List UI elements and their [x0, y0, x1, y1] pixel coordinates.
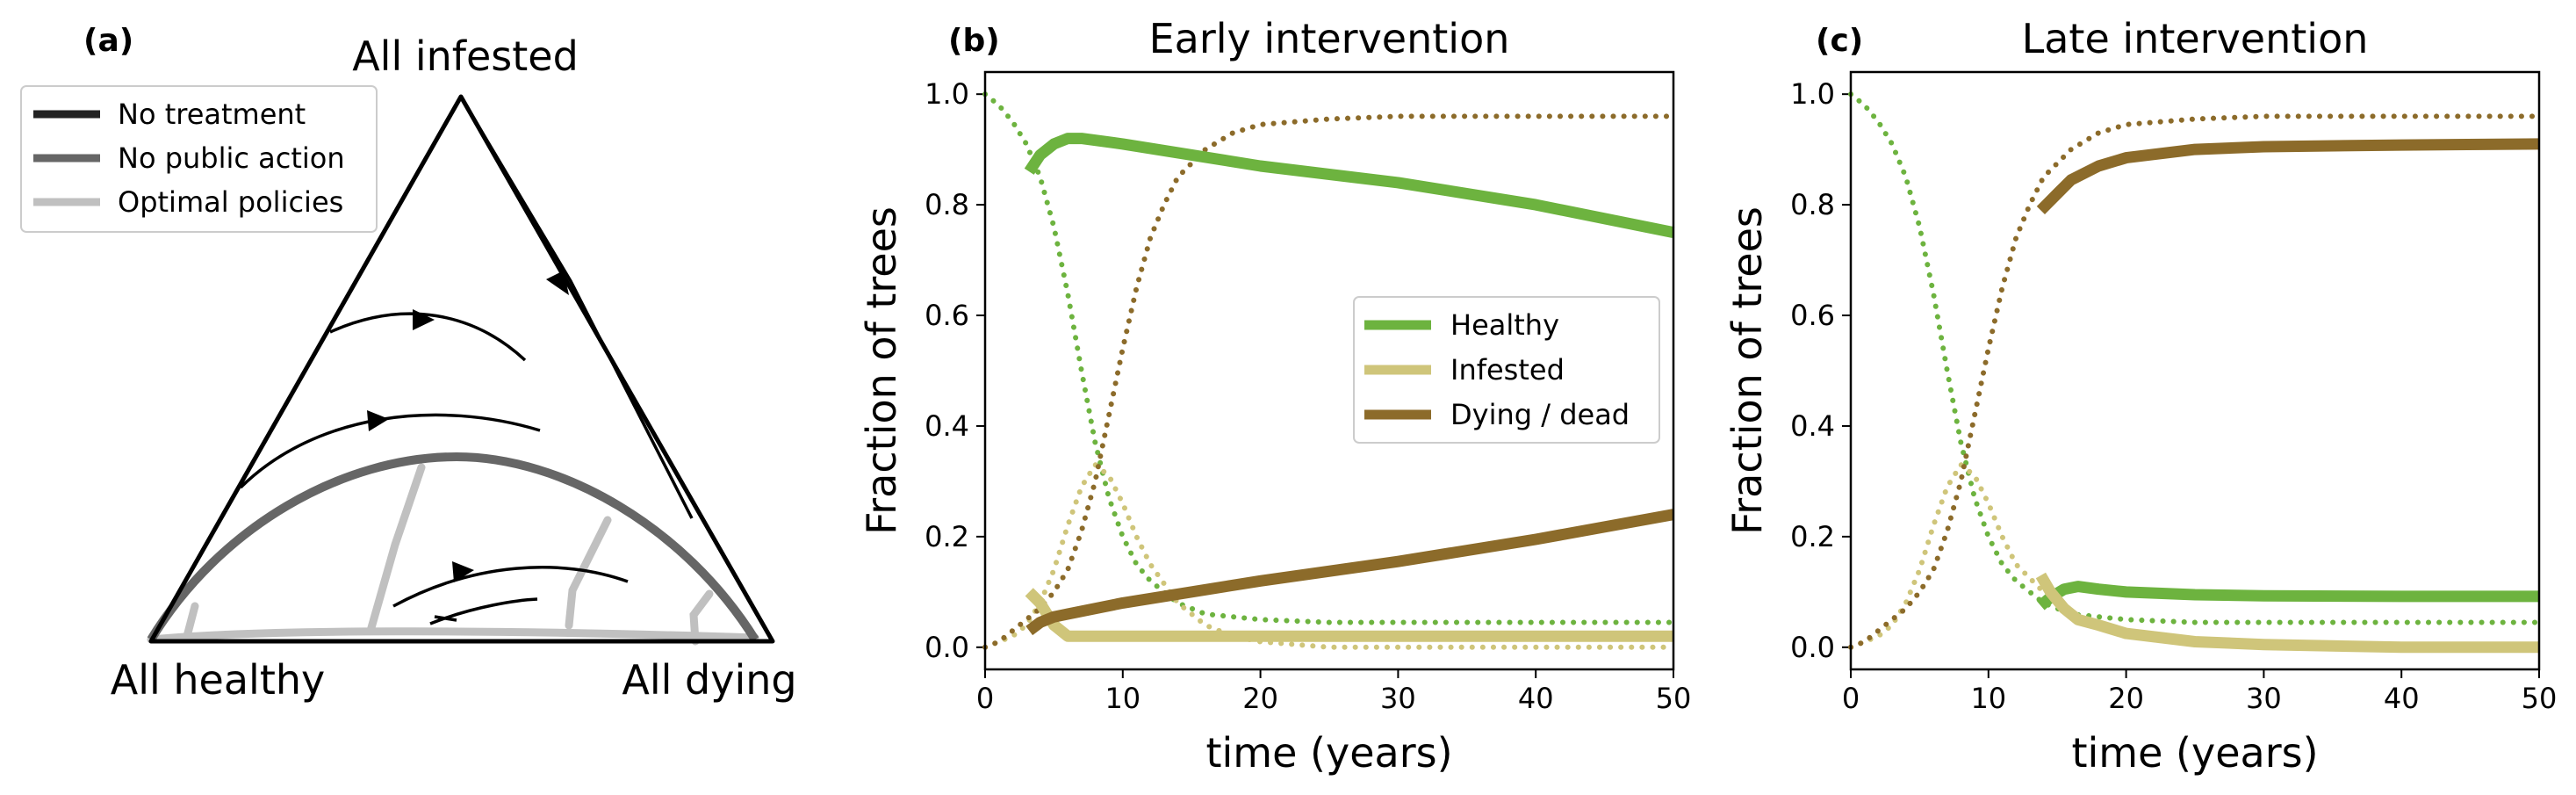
panel-c-xtick-label: 50	[2522, 682, 2558, 715]
panel-b: (b) Early intervention time (years) Frac…	[858, 15, 1691, 777]
panel-b-legend: Healthy Infested Dying / dead	[1353, 296, 1660, 444]
legend-label-optimal: Optimal policies	[118, 185, 343, 219]
panel-b-series-healthy	[1024, 133, 1675, 238]
corner-all-infested: All infested	[352, 33, 579, 80]
panel-c-xtick-label: 40	[2384, 682, 2420, 715]
panel-c: (c) Late intervention time (years) Fract…	[1723, 15, 2557, 777]
legend-label-infested: Infested	[1450, 353, 1565, 387]
panel-a-legend: No treatment No public action Optimal po…	[20, 85, 378, 233]
panel-c-ytick-label: 0.6	[1790, 299, 1835, 332]
corner-all-healthy: All healthy	[111, 656, 326, 704]
panel-b-ticks: 0 10 20 30 40 50 0.0 0.2 0.4 0.6 0.8 1.0	[925, 77, 1691, 715]
optimal-policy-paths	[147, 463, 759, 646]
no-public-action-curve	[147, 452, 759, 642]
panel-b-xlabel: time (years)	[1205, 729, 1452, 777]
panel-c-xtick-label: 30	[2246, 682, 2282, 715]
panel-b-xtick-label: 20	[1242, 682, 1278, 715]
panel-c-series-dying-dead	[2036, 138, 2540, 214]
panel-b-xtick-label: 0	[976, 682, 994, 715]
panel-c-xtick-label: 20	[2108, 682, 2144, 715]
arrow-3	[452, 561, 474, 582]
panel-c-ytick-label: 1.0	[1790, 77, 1835, 111]
panel-c-ytick-label: 0.0	[1790, 631, 1835, 664]
panel-b-series-healthy-no-action	[982, 91, 1676, 625]
panel-c-series-dying-dead-no-action	[1848, 113, 2542, 650]
panel-c-label: (c)	[1816, 23, 1863, 59]
panel-b-series	[982, 91, 1676, 650]
legend-label-dying: Dying / dead	[1450, 398, 1630, 431]
arrow-1	[413, 309, 435, 330]
optimal-path-3	[565, 516, 612, 630]
optimal-path-1	[182, 602, 199, 644]
panel-c-xtick-label: 10	[1970, 682, 2006, 715]
panel-b-ytick-label: 0.6	[925, 299, 969, 332]
trajectory-1	[329, 312, 527, 362]
trajectory-2	[239, 413, 541, 489]
optimal-path-baseline	[147, 627, 759, 644]
trajectory-3	[392, 566, 629, 608]
panel-c-ytick-label: 0.4	[1790, 409, 1835, 443]
panel-a-label: (a)	[83, 23, 133, 59]
panel-b-ytick-label: 0.4	[925, 409, 969, 443]
panel-b-xtick-label: 10	[1105, 682, 1140, 715]
panel-a: (a) All infested All h	[20, 23, 797, 704]
panel-c-xlabel: time (years)	[2071, 729, 2318, 777]
panel-c-xtick-label: 0	[1842, 682, 1860, 715]
panel-c-ylabel: Fraction of trees	[1723, 206, 1771, 535]
panel-b-series-dying-dead	[1025, 509, 1675, 636]
panel-c-ytick-label: 0.2	[1790, 520, 1835, 553]
panel-c-ytick-label: 0.8	[1790, 188, 1835, 221]
panel-c-series-healthy-no-action	[1848, 91, 2542, 625]
legend-label-no-public-action: No public action	[118, 141, 345, 175]
panel-b-xtick-label: 50	[1656, 682, 1692, 715]
panel-c-title: Late intervention	[2022, 15, 2369, 62]
panel-b-legend-box	[1353, 296, 1660, 444]
panel-c-ticks: 0 10 20 30 40 50 0.0 0.2 0.4 0.6 0.8 1.0	[1790, 77, 2557, 715]
panel-a-legend-box	[20, 85, 378, 233]
panel-c-series-infested-no-action	[1848, 462, 2047, 650]
trajectory-arrows	[367, 271, 569, 582]
ternary-triangle	[148, 94, 775, 644]
arrow-2	[367, 410, 389, 431]
panel-b-xtick-label: 40	[1518, 682, 1554, 715]
panel-b-ytick-label: 0.0	[925, 631, 969, 664]
panel-b-xtick-label: 30	[1380, 682, 1416, 715]
panel-b-ylabel: Fraction of trees	[858, 206, 905, 535]
panel-c-series-healthy	[2037, 581, 2539, 611]
trajectory-5	[434, 615, 457, 622]
panel-b-frame	[983, 70, 1675, 671]
panel-c-series-infested	[2035, 572, 2539, 654]
optimal-path-2	[366, 463, 426, 635]
panel-b-title: Early intervention	[1149, 15, 1510, 62]
legend-label-healthy: Healthy	[1450, 308, 1559, 342]
panel-b-ytick-label: 1.0	[925, 77, 969, 111]
optimal-path-4	[689, 589, 714, 646]
panel-c-frame	[1849, 70, 2541, 671]
corner-all-dying: All dying	[622, 656, 796, 704]
panel-b-ytick-label: 0.8	[925, 188, 969, 221]
panel-c-series	[1848, 91, 2542, 654]
panel-b-ytick-label: 0.2	[925, 520, 969, 553]
panel-b-label: (b)	[948, 23, 1000, 59]
panel-b-series-dying-dead-no-action	[982, 113, 1676, 650]
legend-label-no-treatment: No treatment	[118, 98, 306, 131]
